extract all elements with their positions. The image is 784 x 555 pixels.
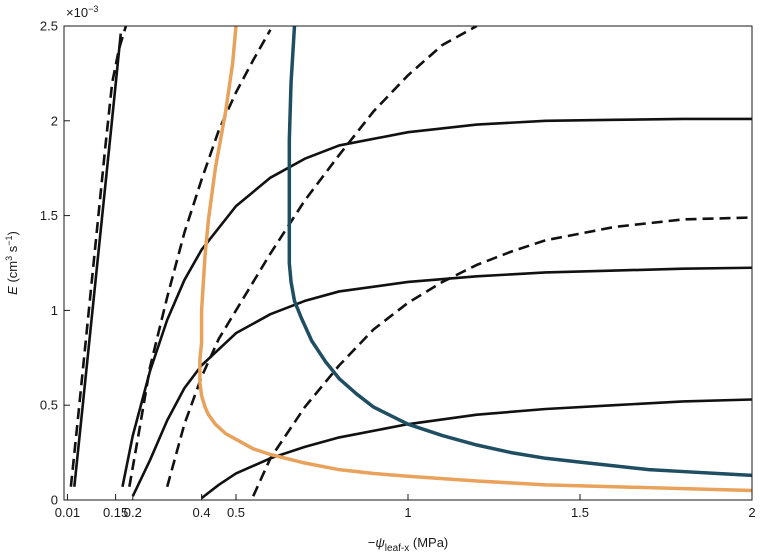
series-line-4 xyxy=(128,29,272,487)
x-tick-label-3: 0.2 xyxy=(124,505,142,520)
series-line-5 xyxy=(131,266,752,497)
y-tick-label-6: 2.5 xyxy=(40,19,58,34)
x-tick-label-2: 0.15 xyxy=(103,505,128,520)
x-tick-label-8: 2 xyxy=(748,505,755,520)
y-axis-mid: s xyxy=(5,245,20,256)
y-axis-title: E (cm3 s−1) xyxy=(4,231,20,295)
x-axis-unit: (MPa) xyxy=(409,535,448,550)
plot-frame xyxy=(63,25,753,501)
series-line-2 xyxy=(69,26,128,487)
y-tick-label-2: 0.5 xyxy=(40,398,58,413)
x-axis-prefix: − xyxy=(368,535,376,550)
x-tick-label-6: 1 xyxy=(404,505,411,520)
x-tick-label-5: 0.5 xyxy=(227,505,245,520)
series-line-8 xyxy=(252,216,752,497)
y-axis-unit-open: (cm xyxy=(5,261,20,286)
series-line-10 xyxy=(287,26,752,478)
series-line-6 xyxy=(165,26,478,488)
y-axis-sup2: −1 xyxy=(4,235,14,245)
y-multiplier-base: ×10 xyxy=(66,5,88,20)
y-multiplier-exponent: −3 xyxy=(88,4,98,14)
y-axis-unit-close: ) xyxy=(5,231,20,235)
y-tick-label-1: 0 xyxy=(51,493,58,508)
series-line-1 xyxy=(73,33,123,487)
y-axis-symbol: E xyxy=(5,286,20,295)
series-line-3 xyxy=(121,117,752,487)
series-line-7 xyxy=(200,398,752,500)
series-line-9 xyxy=(198,26,752,493)
x-axis-symbol: ψ xyxy=(375,535,385,550)
y-tick-label-4: 1.5 xyxy=(40,208,58,223)
ticks-layer: 0.01 0.150.2 0.4 0.5 1 1.5 2 0 0.5 1 1.5 2 2.5 xyxy=(40,19,756,521)
x-tick-label-4: 0.4 xyxy=(193,505,211,520)
y-tick-label-3: 1 xyxy=(51,303,58,318)
x-tick-label-7: 1.5 xyxy=(571,505,589,520)
x-tick-label-1: 0.01 xyxy=(55,505,80,520)
y-tick-label-5: 2 xyxy=(51,113,58,128)
series-layer xyxy=(69,26,752,500)
x-axis-subscript: leaf-x xyxy=(385,543,409,554)
y-axis-sup1: 3 xyxy=(4,256,14,261)
x-axis-title: −ψleaf-x (MPa) xyxy=(368,535,449,554)
y-multiplier: ×10−3 xyxy=(66,4,98,20)
